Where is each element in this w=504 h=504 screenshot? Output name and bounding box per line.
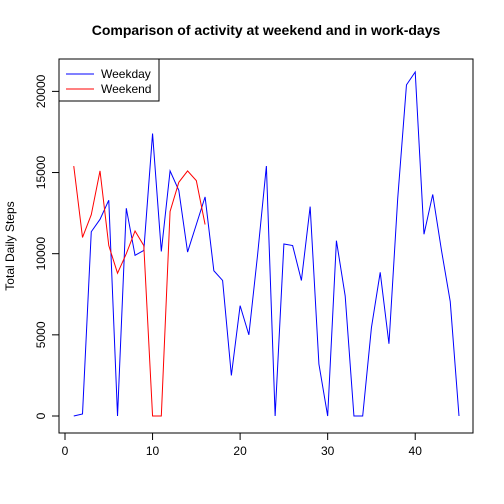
legend: Weekday Weekend bbox=[58, 58, 160, 102]
series-line-weekend bbox=[73, 165, 206, 417]
x-tick-label: 20 bbox=[233, 444, 247, 458]
y-tick-label: 15000 bbox=[34, 156, 48, 190]
legend-label-weekend: Weekend bbox=[101, 82, 151, 96]
legend-box bbox=[58, 58, 160, 102]
x-tick-label: 10 bbox=[146, 444, 160, 458]
series-layer bbox=[73, 70, 460, 417]
y-tick-label: 20000 bbox=[34, 74, 48, 108]
y-tick-label: 0 bbox=[34, 412, 48, 419]
axes: 0 10 20 30 40 0 5000 10000 15000 20000 bbox=[34, 74, 422, 458]
chart-title: Comparison of activity at weekend and in… bbox=[92, 22, 441, 38]
y-tick-label: 5000 bbox=[34, 321, 48, 348]
x-tick-label: 30 bbox=[321, 444, 335, 458]
y-axis-label: Total Daily Steps bbox=[3, 201, 17, 290]
legend-label-weekday: Weekday bbox=[101, 67, 151, 81]
x-tick-label: 40 bbox=[409, 444, 423, 458]
series-line-weekday bbox=[73, 70, 460, 417]
y-tick-label: 10000 bbox=[34, 237, 48, 271]
x-tick-label: 0 bbox=[62, 444, 69, 458]
